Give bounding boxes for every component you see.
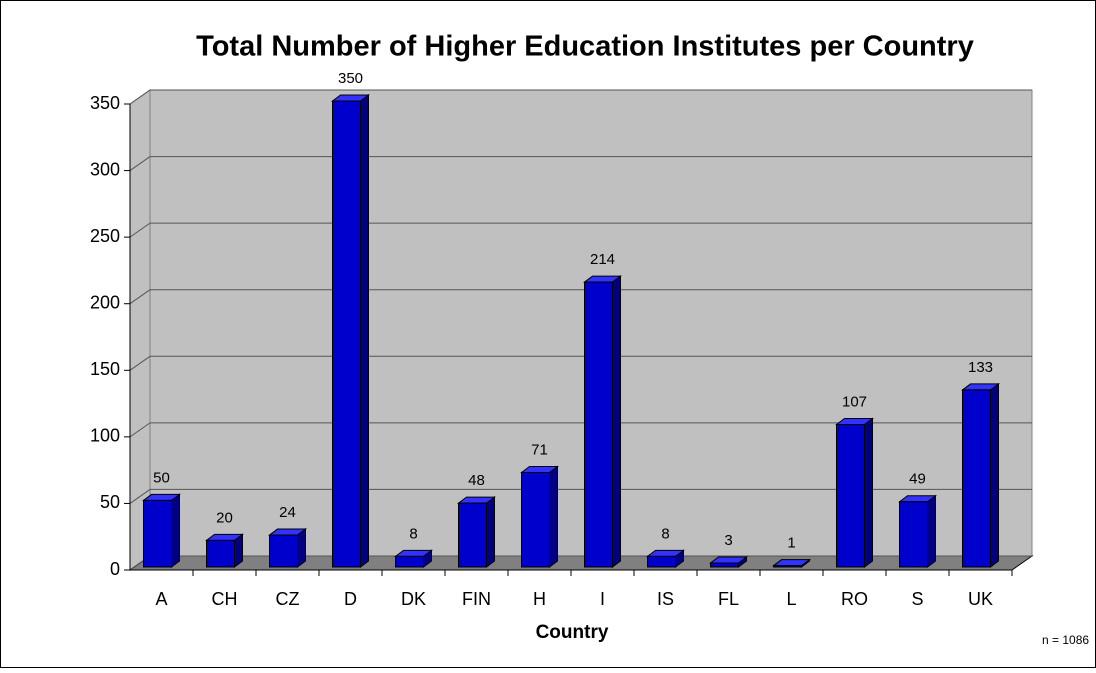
bar bbox=[332, 100, 361, 568]
y-tick-label: 50 bbox=[100, 492, 120, 512]
x-tick-label: RO bbox=[841, 589, 868, 609]
bar-side bbox=[927, 494, 936, 568]
x-tick-label: I bbox=[600, 589, 605, 609]
value-label: 350 bbox=[338, 70, 363, 87]
grid-line-side bbox=[129, 355, 151, 371]
bar bbox=[458, 502, 487, 568]
bar bbox=[773, 565, 802, 568]
annotation: n = 1086 bbox=[1042, 633, 1089, 647]
bar bbox=[899, 501, 928, 568]
x-tick-label: DK bbox=[401, 589, 426, 609]
value-label: 8 bbox=[661, 525, 669, 542]
y-tick-label: 350 bbox=[90, 93, 120, 113]
value-label: 50 bbox=[153, 469, 170, 486]
bar bbox=[206, 539, 235, 568]
bar-side bbox=[612, 275, 621, 568]
bar-side bbox=[990, 382, 999, 568]
x-tick-label: D bbox=[344, 589, 357, 609]
x-tick-label: UK bbox=[968, 589, 993, 609]
bar bbox=[836, 424, 865, 568]
x-tick-label: L bbox=[786, 589, 796, 609]
bar-side bbox=[360, 94, 369, 568]
y-tick-label: 250 bbox=[90, 226, 120, 246]
floor bbox=[128, 555, 1034, 571]
bar bbox=[710, 562, 739, 568]
value-label: 71 bbox=[531, 441, 548, 458]
x-tick-label: H bbox=[533, 589, 546, 609]
bar bbox=[269, 534, 298, 568]
y-tick-label: 200 bbox=[90, 292, 120, 312]
grid-line-side bbox=[129, 89, 151, 105]
bar-side bbox=[864, 417, 873, 568]
grid-line-side bbox=[129, 489, 151, 504]
x-tick-label: CH bbox=[212, 589, 238, 609]
y-tick-label: 150 bbox=[90, 359, 120, 379]
x-tick-label: A bbox=[155, 589, 167, 609]
grid-line-side bbox=[129, 289, 151, 305]
x-tick-label: S bbox=[911, 589, 923, 609]
grid-line-side bbox=[129, 222, 151, 238]
bar bbox=[647, 555, 676, 568]
value-label: 20 bbox=[216, 509, 233, 526]
x-tick-label: FL bbox=[718, 589, 739, 609]
x-tick-label: CZ bbox=[276, 589, 300, 609]
grid-line-side bbox=[129, 422, 151, 438]
value-label: 49 bbox=[909, 471, 926, 488]
value-label: 24 bbox=[279, 504, 296, 521]
bar bbox=[962, 389, 991, 568]
bar-side bbox=[171, 493, 180, 568]
y-tick-label: 300 bbox=[90, 159, 120, 179]
y-tick-label: 100 bbox=[90, 426, 120, 446]
value-label: 1 bbox=[787, 535, 795, 552]
y-tick-label: 0 bbox=[110, 559, 120, 579]
grid-line-side bbox=[129, 156, 151, 171]
value-label: 48 bbox=[468, 472, 485, 489]
bar bbox=[521, 471, 550, 568]
bar bbox=[584, 281, 613, 568]
bar bbox=[395, 555, 424, 568]
bar-side bbox=[549, 465, 558, 568]
value-label: 133 bbox=[968, 359, 993, 376]
bar-side bbox=[486, 496, 495, 568]
x-tick-label: FIN bbox=[462, 589, 491, 609]
value-label: 8 bbox=[409, 525, 417, 542]
bar bbox=[143, 499, 172, 568]
value-label: 214 bbox=[590, 251, 615, 268]
value-label: 107 bbox=[842, 394, 867, 411]
x-tick-label: IS bbox=[657, 589, 674, 609]
chart-title: Total Number of Higher Education Institu… bbox=[196, 31, 974, 63]
value-label: 3 bbox=[724, 532, 732, 549]
x-axis-label: Country bbox=[536, 622, 609, 643]
